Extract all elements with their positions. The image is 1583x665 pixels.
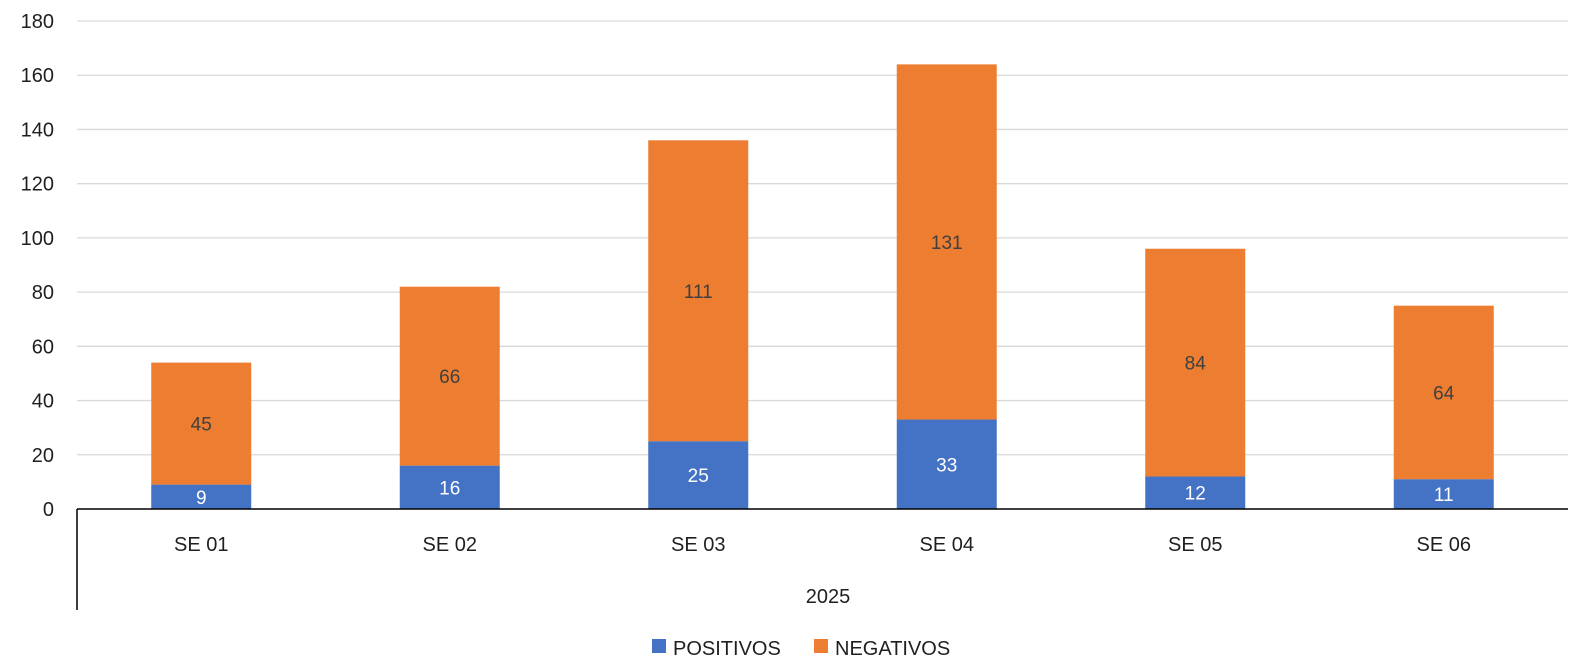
legend-label-negativos: NEGATIVOS	[835, 638, 950, 660]
legend-swatch-negativos	[814, 639, 828, 653]
bar-positivos-3	[648, 441, 749, 509]
y-tick-label: 0	[43, 499, 54, 521]
data-label-negativos-5: 84	[1185, 354, 1207, 375]
x-axis-ticks: SE 01 SE 02 SE 03 SE 04 SE 05 SE 06	[174, 534, 1471, 556]
x-tick-label: SE 02	[423, 534, 477, 556]
bar-negativos-1	[151, 362, 252, 485]
x-tick-label: SE 04	[920, 534, 974, 556]
legend-label-positivos: POSITIVOS	[673, 638, 781, 660]
bar-positivos-5	[1145, 476, 1246, 509]
bars	[151, 64, 1494, 509]
data-label-positivos-1: 9	[196, 488, 207, 509]
data-label-negativos-1: 45	[191, 415, 212, 436]
axes	[76, 508, 1568, 610]
bar-positivos-1	[151, 484, 252, 509]
y-tick-label: 80	[32, 282, 54, 304]
bar-positivos-6	[1393, 479, 1494, 509]
x-tick-label: SE 01	[174, 534, 228, 556]
data-label-negativos-3: 111	[684, 282, 713, 303]
x-group-label: 2025	[806, 586, 851, 608]
legend: POSITIVOS NEGATIVOS	[652, 638, 950, 660]
gridlines	[77, 20, 1568, 456]
data-label-negativos-4: 131	[931, 233, 963, 254]
bar-positivos-4	[896, 419, 997, 509]
data-labels: 9 45 16 66 25 111 33 131 12 84 11 64	[191, 233, 1455, 509]
y-tick-label: 180	[21, 11, 54, 33]
y-tick-label: 160	[21, 65, 54, 87]
x-tick-label: SE 06	[1417, 534, 1471, 556]
bar-negativos-3	[648, 140, 749, 442]
bar-negativos-5	[1145, 248, 1246, 477]
x-tick-label: SE 03	[671, 534, 725, 556]
bar-negativos-4	[896, 64, 997, 420]
bar-negativos-2	[399, 286, 500, 466]
data-label-positivos-3: 25	[688, 466, 709, 487]
y-tick-label: 120	[21, 174, 54, 196]
bar-negativos-6	[1393, 305, 1494, 480]
data-label-negativos-6: 64	[1433, 383, 1455, 404]
y-tick-label: 140	[21, 119, 54, 141]
data-label-positivos-4: 33	[936, 455, 957, 476]
y-tick-label: 100	[21, 228, 54, 250]
data-label-positivos-6: 11	[1434, 485, 1454, 506]
y-tick-label: 40	[32, 391, 54, 413]
legend-swatch-positivos	[652, 639, 666, 653]
y-tick-label: 60	[32, 336, 54, 358]
bar-positivos-2	[399, 465, 500, 509]
data-label-positivos-5: 12	[1185, 484, 1206, 505]
y-tick-label: 20	[32, 445, 54, 467]
y-axis-ticks: 0 20 40 60 80 100 120 140 160 180	[21, 11, 54, 521]
data-label-negativos-2: 66	[439, 367, 460, 388]
data-label-positivos-2: 16	[439, 478, 460, 499]
x-tick-label: SE 05	[1168, 534, 1222, 556]
